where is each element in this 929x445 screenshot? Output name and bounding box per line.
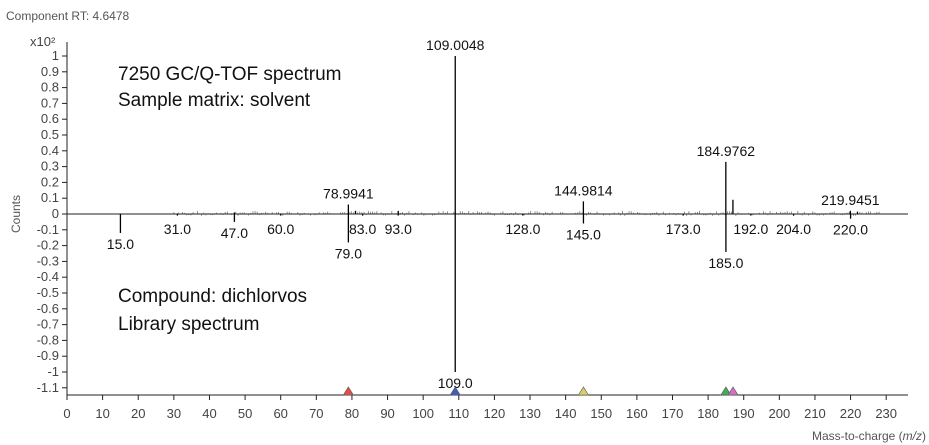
y-axis-label: Counts xyxy=(9,195,23,233)
x-tick-label: 110 xyxy=(448,406,469,421)
y-tick-label: -0.2 xyxy=(37,238,59,253)
x-tick-label: 60 xyxy=(273,406,287,421)
library-peak-label: 83.0 xyxy=(349,221,376,237)
rt-header: Component RT: 4.6478 xyxy=(6,9,130,23)
y-tick-label: -1.1 xyxy=(37,380,59,395)
y-tick-label: 0.8 xyxy=(41,80,59,95)
axes-layer: 10.90.80.70.60.50.40.30.20.10-0.1-0.2-0.… xyxy=(37,42,908,421)
library-peak-label: 31.0 xyxy=(164,221,191,237)
y-tick-label: 0 xyxy=(52,206,59,221)
x-axis-label: Mass-to-charge (m/z) xyxy=(812,429,926,443)
measured-peak-label: 219.9451 xyxy=(821,192,880,208)
x-tick-label: 140 xyxy=(555,406,577,421)
ion-marker-triangle xyxy=(727,386,739,396)
x-tick-label: 20 xyxy=(131,406,145,421)
library-peak-label: 79.0 xyxy=(335,245,362,261)
library-peak-label: 47.0 xyxy=(221,225,248,241)
library-peak-label: 185.0 xyxy=(708,255,743,271)
x-tick-label: 70 xyxy=(309,406,323,421)
ion-marker-triangle xyxy=(449,386,461,396)
library-peak-label: 220.0 xyxy=(833,222,868,238)
ion-marker-triangle xyxy=(342,386,354,396)
markers-layer xyxy=(342,386,739,396)
y-tick-label: -0.9 xyxy=(37,348,59,363)
x-tick-label: 200 xyxy=(768,406,790,421)
library-peak-label: 60.0 xyxy=(267,221,294,237)
x-tick-label: 40 xyxy=(202,406,216,421)
noise-layer xyxy=(173,210,880,216)
y-tick-label: 0.4 xyxy=(41,143,59,158)
top-annotation-1: 7250 GC/Q-TOF spectrum xyxy=(118,64,342,85)
x-tick-label: 230 xyxy=(875,406,897,421)
y-tick-label: -0.3 xyxy=(37,253,59,268)
x-tick-label: 180 xyxy=(697,406,719,421)
x-tick-label: 30 xyxy=(167,406,181,421)
x-tick-label: 190 xyxy=(733,406,755,421)
x-tick-label: 50 xyxy=(238,406,252,421)
library-peak-label: 128.0 xyxy=(505,221,540,237)
bottom-annotation-2: Library spectrum xyxy=(118,314,260,335)
y-scale-label: x10² xyxy=(30,34,56,49)
labels-layer: 109.0048 78.9941 144.9814 184.9762 219.9451 1… xyxy=(107,37,880,391)
y-tick-label: 0.7 xyxy=(41,95,59,110)
x-tick-label: 80 xyxy=(345,406,359,421)
y-tick-label: 0.9 xyxy=(41,64,59,79)
library-peak-label: 93.0 xyxy=(385,221,412,237)
library-peak-label: 173.0 xyxy=(666,221,701,237)
x-tick-label: 170 xyxy=(662,406,684,421)
x-tick-label: 210 xyxy=(804,406,826,421)
measured-peak-label: 184.9762 xyxy=(697,143,756,159)
x-tick-label: 90 xyxy=(380,406,394,421)
y-tick-label: 0.2 xyxy=(41,174,59,189)
y-tick-label: 0.6 xyxy=(41,111,59,126)
measured-peak-label: 109.0048 xyxy=(426,37,485,53)
x-tick-label: 100 xyxy=(412,406,434,421)
library-peak-label: 15.0 xyxy=(107,236,134,252)
y-tick-label: -0.8 xyxy=(37,332,59,347)
bottom-annotation-1: Compound: dichlorvos xyxy=(118,286,307,307)
peaks-layer xyxy=(119,56,859,372)
y-tick-label: -0.1 xyxy=(37,222,59,237)
library-peak-label: 192.0 xyxy=(733,221,768,237)
library-peak-label: 109.0 xyxy=(438,375,473,391)
x-tick-label: 160 xyxy=(626,406,648,421)
ion-marker-triangle xyxy=(720,386,732,396)
measured-peak-label: 78.9941 xyxy=(323,186,374,202)
library-peak-label: 145.0 xyxy=(566,226,601,242)
library-peak-label: 204.0 xyxy=(776,221,811,237)
y-tick-label: -1 xyxy=(47,364,59,379)
y-tick-label: 1 xyxy=(52,48,59,63)
y-tick-label: -0.5 xyxy=(37,285,59,300)
ion-marker-triangle xyxy=(577,386,589,396)
y-tick-label: 0.5 xyxy=(41,127,59,142)
x-tick-label: 0 xyxy=(63,406,70,421)
y-tick-label: 0.1 xyxy=(41,190,59,205)
y-tick-label: -0.6 xyxy=(37,301,59,316)
y-tick-label: -0.4 xyxy=(37,269,59,284)
x-tick-label: 10 xyxy=(95,406,109,421)
y-tick-label: -0.7 xyxy=(37,317,59,332)
measured-peak-label: 144.9814 xyxy=(554,182,613,198)
x-tick-label: 220 xyxy=(840,406,862,421)
x-tick-label: 120 xyxy=(484,406,506,421)
x-tick-label: 130 xyxy=(519,406,541,421)
y-tick-label: 0.3 xyxy=(41,159,59,174)
x-tick-label: 150 xyxy=(590,406,612,421)
top-annotation-2: Sample matrix: solvent xyxy=(118,90,311,111)
